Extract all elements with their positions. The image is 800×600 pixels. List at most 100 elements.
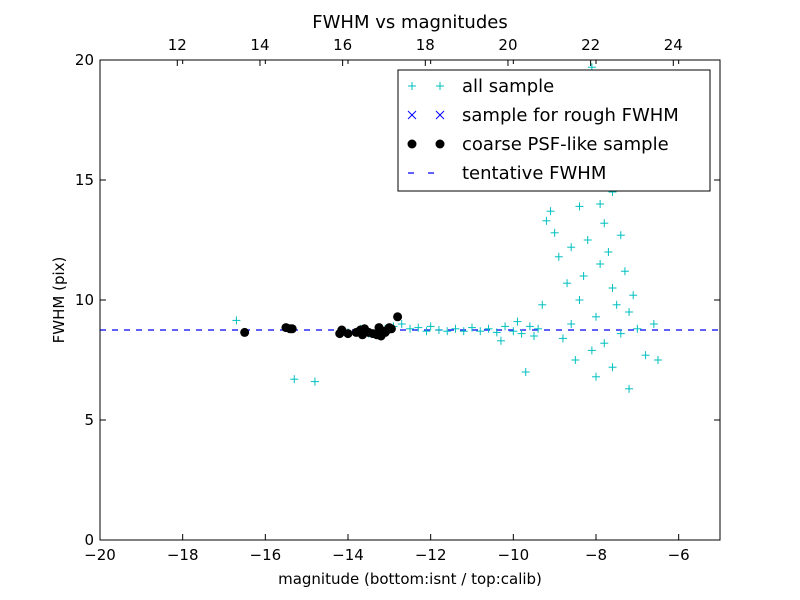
x-tick-label: −10: [498, 546, 530, 564]
psf-sample-point: [386, 324, 396, 334]
legend-item: sample for rough FWHM: [407, 105, 679, 126]
legend-dot-marker: [435, 139, 445, 149]
all-sample-point: [501, 322, 510, 331]
all-sample-point: [451, 324, 460, 333]
all-sample-point: [443, 327, 452, 336]
all-sample-point: [468, 323, 476, 332]
all-sample-point: [513, 317, 522, 326]
y-axis-title: FWHM (pix): [50, 257, 68, 344]
all-sample-point: [397, 320, 406, 328]
all-sample-point: [414, 323, 423, 332]
all-sample-point: [616, 329, 625, 338]
psf-sample-point: [343, 329, 353, 339]
all-sample-point: [290, 375, 299, 384]
all-sample-point: [600, 339, 609, 348]
x-tick-label: −14: [332, 546, 364, 564]
psf-sample-point: [240, 327, 250, 337]
all-sample-point: [620, 267, 629, 276]
psf-sample-point: [287, 324, 297, 334]
all-sample-point: [525, 322, 534, 331]
all-sample-point: [538, 300, 547, 309]
all-sample-point: [434, 326, 443, 334]
x-tick-label: −6: [668, 546, 690, 564]
legend-label: tentative FWHM: [462, 163, 606, 184]
legend-label: sample for rough FWHM: [462, 105, 679, 126]
y-tick-label: 20: [75, 51, 94, 69]
legend-x-marker-b: [435, 110, 445, 120]
all-sample-point: [587, 346, 596, 355]
all-sample-point: [579, 272, 588, 280]
all-sample-point: [575, 296, 584, 304]
all-sample-point: [567, 243, 576, 252]
top-x-tick-label: 18: [416, 36, 435, 54]
all-sample-point: [567, 320, 576, 328]
all-sample-point: [596, 260, 605, 268]
all-sample-point: [534, 324, 543, 333]
all-sample-point: [629, 291, 638, 300]
all-sample-point: [521, 368, 530, 376]
top-x-tick-label: 14: [250, 36, 269, 54]
legend-item: coarse PSF-like sample: [407, 134, 669, 155]
all-sample-point: [459, 327, 468, 336]
top-x-tick-label: 20: [498, 36, 517, 54]
x-axis-title: magnitude (bottom:isnt / top:calib): [278, 570, 542, 588]
legend-dot-marker: [407, 139, 417, 149]
legend-item: tentative FWHM: [408, 163, 606, 184]
all-sample-point: [604, 248, 613, 256]
all-sample-point: [426, 322, 435, 331]
all-sample-point: [649, 320, 658, 328]
all-sample-point: [575, 202, 584, 211]
all-sample-point: [422, 327, 431, 336]
legend-box: [397, 69, 711, 192]
all-sample-point: [612, 300, 621, 309]
all-sample-point: [592, 372, 600, 381]
all-sample-point: [633, 324, 642, 333]
all-sample-point: [530, 332, 538, 340]
all-sample-point: [406, 324, 414, 333]
chart-title: FWHM vs magnitudes: [312, 12, 507, 33]
top-x-tick-label: 16: [333, 36, 352, 54]
all-sample-point: [600, 219, 609, 228]
y-tick-label: 15: [75, 171, 94, 189]
all-sample-point: [476, 327, 485, 336]
all-sample-point: [232, 316, 241, 325]
all-sample-point: [517, 329, 526, 338]
legend-label: all sample: [462, 76, 554, 97]
all-sample-point: [558, 334, 567, 343]
legend-item: all sample: [408, 76, 554, 97]
y-tick-label: 10: [75, 291, 94, 309]
all-sample-point: [641, 351, 650, 360]
all-sample-point: [310, 377, 319, 386]
all-sample-point: [571, 356, 580, 364]
all-sample-point: [625, 384, 634, 393]
all-sample-point: [625, 308, 634, 316]
psf-sample-point: [393, 312, 403, 322]
top-x-tick-label: 22: [581, 36, 600, 54]
all-sample-point: [546, 207, 555, 216]
legend-label: coarse PSF-like sample: [462, 134, 669, 155]
y-tick-label: 0: [84, 531, 94, 549]
all-sample-point: [616, 231, 625, 240]
x-tick-label: −12: [415, 546, 447, 564]
axis-ticks: −20 −18 −16 −14 −12 −10 −8 −6 12 14 16 18 20 22 24 0 5 10…: [75, 36, 720, 564]
x-tick-label: −16: [250, 546, 282, 564]
all-sample-point: [592, 312, 600, 321]
all-sample-point: [484, 324, 493, 333]
all-sample-point: [563, 279, 572, 288]
x-tick-label: −18: [167, 546, 199, 564]
top-x-tick-label: 12: [168, 36, 187, 54]
all-sample-point: [596, 200, 605, 208]
all-sample-point: [554, 252, 563, 261]
x-tick-label: −8: [585, 546, 607, 564]
all-sample-point: [550, 228, 559, 237]
all-sample-point: [583, 236, 592, 244]
all-sample-point: [608, 363, 617, 372]
x-tick-label: −20: [84, 546, 116, 564]
legend: all sample sample for rough FWHM coarse PS…: [397, 69, 711, 192]
all-sample-point: [492, 328, 501, 337]
all-sample-point: [608, 284, 617, 292]
plot-area: [100, 63, 720, 393]
top-x-tick-label: 24: [664, 36, 683, 54]
all-sample-point: [542, 216, 551, 225]
